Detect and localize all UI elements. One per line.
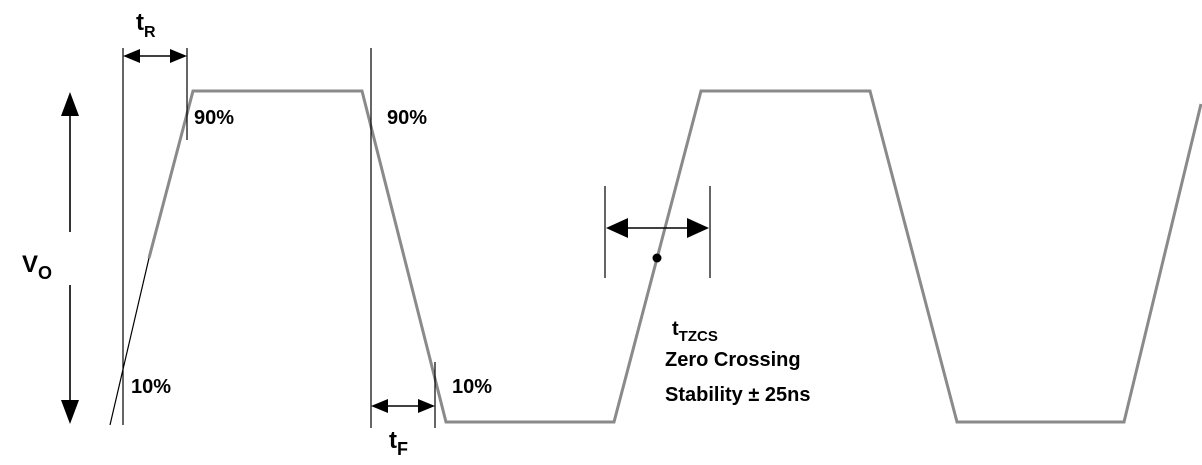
pct-90-right-label: 90% [387,107,427,129]
zero-crossing-text-line2: Stability ± 25ns [665,384,810,406]
pct-10-left-label: 10% [131,376,171,398]
zero-crossing-text-line1: Zero Crossing [665,349,801,371]
zero-crossing-point [652,253,662,263]
output-voltage-label: VO [22,251,52,283]
rise-time-label: tR [136,9,156,41]
fall-time-label: tF [389,427,408,459]
output-voltage-arrow [61,92,79,424]
pct-90-left-label: 90% [194,107,234,129]
rise-extrapolation-line [109,257,150,426]
output-waveform [147,89,1202,424]
tzcs-label: tTZCS [672,318,718,345]
pct-10-right-label: 10% [452,376,492,398]
zero-crossing-arrow [606,218,709,238]
fall-time-arrow [371,399,435,413]
rise-time-arrow [123,49,187,63]
